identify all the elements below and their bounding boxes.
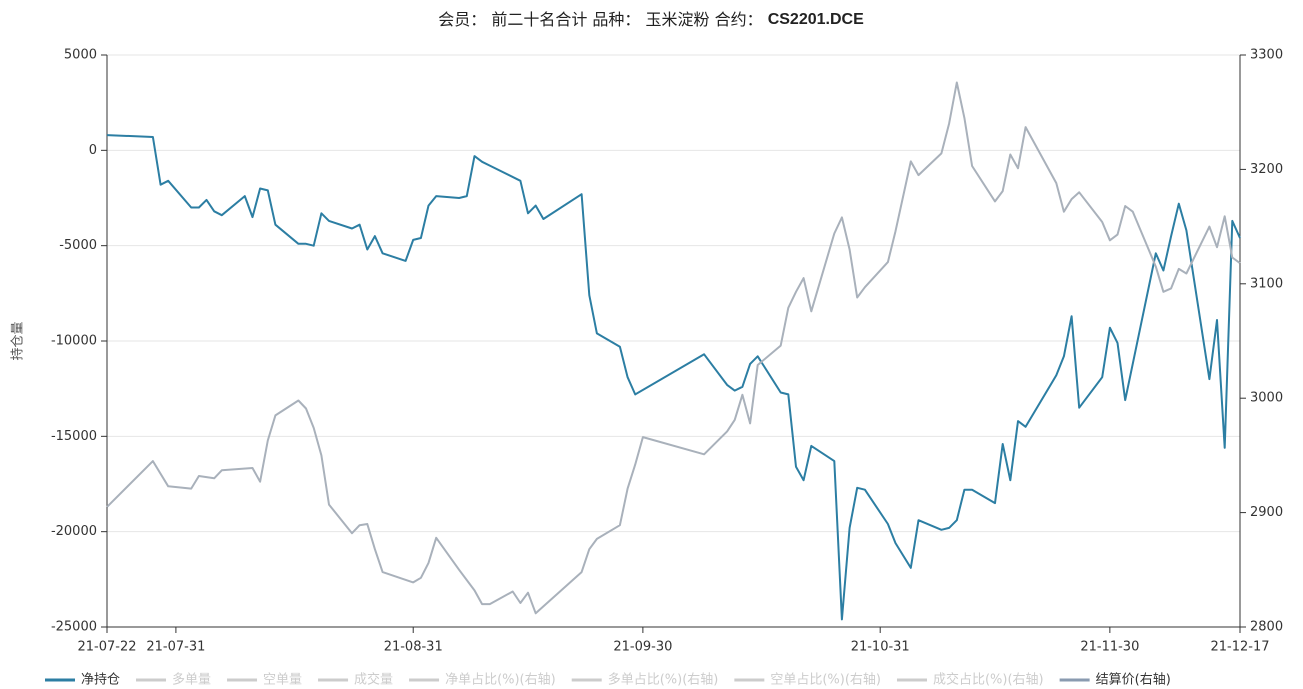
legend-label: 成交量 [354,672,393,688]
legend-item[interactable]: 空单量 [227,673,302,688]
title-text: 会员： 前二十名合计 品种： 玉米淀粉 合约： [438,10,762,29]
legend-item[interactable]: 成交量 [318,672,393,688]
series-line [106,81,1241,615]
legend-item[interactable]: 净单占比(%)(右轴) [409,673,556,688]
x-tick-label: 21-10-31 [851,640,910,655]
legend-item[interactable]: 净持仓 [45,673,120,688]
x-tick-label: 21-12-17 [1210,640,1269,655]
y-tick-label: -10000 [51,334,97,349]
x-tick-label: 21-09-30 [613,640,672,655]
legend-item[interactable]: 结算价(右轴) [1059,673,1171,688]
legend-label: 净单占比(%)(右轴) [445,673,556,688]
y2-tick-label: 2900 [1250,505,1283,520]
x-tick-label: 21-08-31 [384,640,443,655]
y-tick-label: 5000 [64,48,97,63]
legend-label: 多单量 [172,672,211,688]
legend-item[interactable]: 空单占比(%)(右轴) [734,673,881,688]
y-axis-label: 持仓量 [11,321,26,360]
legend-label: 结算价(右轴) [1096,673,1171,688]
x-tick-label: 21-07-22 [77,640,136,655]
y-tick-label: -5000 [59,238,97,253]
y-tick-label: -25000 [51,620,97,635]
y-tick-label: -20000 [51,524,97,539]
legend-label: 净持仓 [81,673,120,688]
legend-item[interactable]: 成交占比(%)(右轴) [896,672,1044,688]
chart-title: 会员： 前二十名合计 品种： 玉米淀粉 合约： CS2201.DCE [438,10,864,29]
y-tick-label: -15000 [51,429,97,444]
x-tick-label: 21-11-30 [1080,640,1139,655]
y-tick-label: 0 [89,143,97,158]
legend-label: 空单占比(%)(右轴) [770,673,881,688]
y2-tick-label: 3000 [1250,391,1283,406]
legend-item[interactable]: 多单占比(%)(右轴) [571,672,719,688]
contract: CS2201.DCE [768,11,864,28]
legend-item[interactable]: 多单量 [136,672,211,688]
legend-label: 空单量 [263,673,302,688]
y2-tick-label: 3100 [1250,276,1283,291]
y2-tick-label: 2800 [1250,620,1283,635]
y2-tick-label: 3200 [1250,162,1283,177]
legend-label: 多单占比(%)(右轴) [608,672,719,688]
x-tick-label: 21-07-31 [146,640,205,655]
series-line [106,134,1241,621]
legend-label: 成交占比(%)(右轴) [933,672,1044,688]
y2-tick-label: 3300 [1250,48,1283,63]
